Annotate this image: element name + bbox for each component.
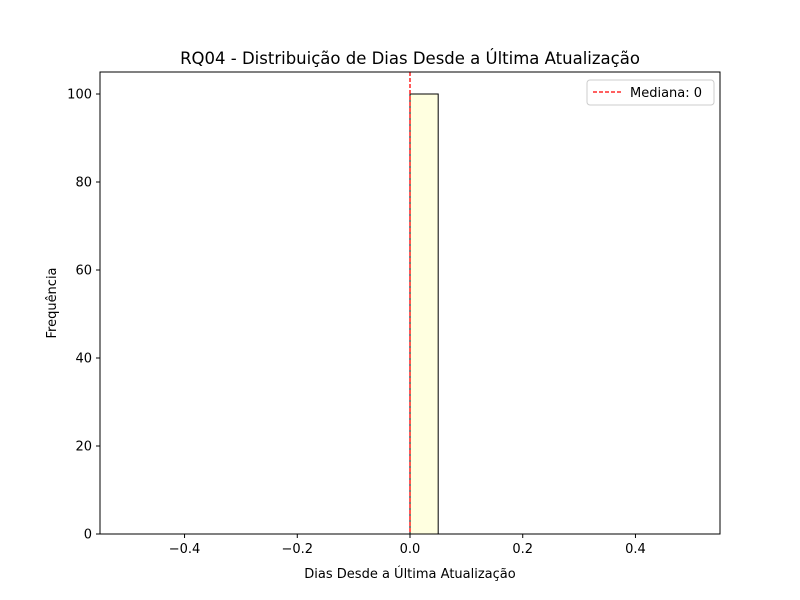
legend-box bbox=[586, 79, 715, 106]
histogram-bar bbox=[409, 93, 439, 535]
legend: Mediana: 0 bbox=[586, 79, 715, 106]
y-tick-label: 80 bbox=[75, 176, 92, 191]
chart-title: RQ04 - Distribuição de Dias Desde a Últi… bbox=[180, 49, 640, 68]
histogram-bars bbox=[409, 93, 439, 535]
x-tick-label: 0.4 bbox=[625, 542, 646, 557]
y-tick-label: 60 bbox=[75, 264, 92, 279]
x-tick-label: 0.0 bbox=[400, 542, 421, 557]
y-tick-label: 20 bbox=[75, 440, 92, 455]
x-axis-label: Dias Desde a Última Atualização bbox=[304, 566, 515, 582]
y-axis-label: Frequência bbox=[45, 267, 60, 338]
y-tick-label: 100 bbox=[67, 88, 92, 103]
x-tick-label: −0.2 bbox=[281, 542, 313, 557]
y-tick-label: 40 bbox=[75, 352, 92, 367]
x-axis: −0.4 −0.2 0.0 0.2 0.4 bbox=[169, 534, 646, 557]
x-tick-label: −0.4 bbox=[169, 542, 201, 557]
legend-median-label: Mediana: 0 bbox=[630, 86, 702, 101]
y-axis: 0 20 40 60 80 100 bbox=[67, 88, 100, 543]
y-tick-label: 0 bbox=[84, 528, 92, 543]
x-tick-label: 0.2 bbox=[512, 542, 533, 557]
